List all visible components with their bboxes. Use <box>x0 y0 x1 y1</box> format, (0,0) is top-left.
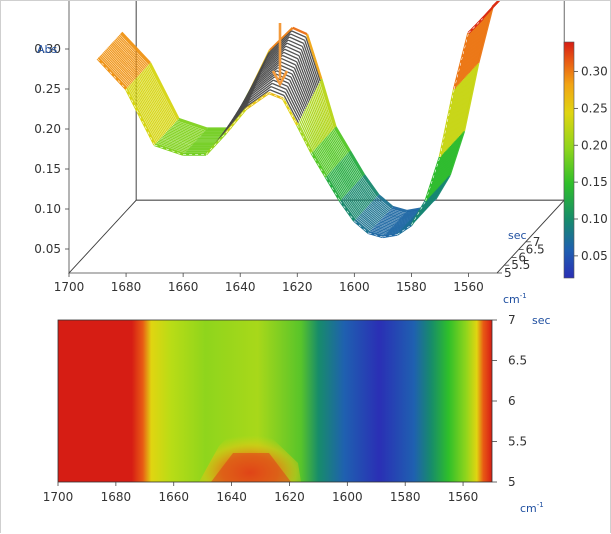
heatmap-wavenumber-tick: 1640 <box>216 490 247 504</box>
box-left-wall <box>68 1 137 275</box>
wavenumber-tick-label: 1640 <box>225 280 256 294</box>
peak-arrow-icon <box>271 23 289 87</box>
wavenumber-tick-label: 1680 <box>111 280 142 294</box>
spectra-traces <box>96 1 501 239</box>
colorbar: 0.05 0.10 0.15 0.20 0.25 0.30 <box>563 41 608 279</box>
abs-tick-label: 0.30 <box>34 42 61 56</box>
heatmap-wavenumber-tick: 1680 <box>101 490 132 504</box>
heatmap-peak-core <box>211 453 291 482</box>
heatmap-wavenumber-tick: 1660 <box>158 490 189 504</box>
colorbar-tick-label: 0.25 <box>581 101 608 115</box>
heatmap-wavenumber-tick: 1600 <box>332 490 363 504</box>
wavenumber-tick-label: 1620 <box>282 280 313 294</box>
heatmap-sec-label: sec <box>532 314 551 327</box>
sec-axis-label: sec <box>508 229 527 242</box>
time-tick-label: 7 <box>533 235 541 249</box>
time-tick-label: 6.5 <box>526 243 545 257</box>
spectrum-trace <box>119 1 500 213</box>
colorbar-tick-label: 0.05 <box>581 249 608 263</box>
wavenumber-axis: 1700 1680 1660 1640 1620 1600 1580 1560 <box>54 273 484 294</box>
abs-tick-label: 0.10 <box>34 202 61 216</box>
heatmap-time-axis: 5 5.5 6 6.5 7 <box>492 313 527 489</box>
cm-axis-label: cm-1 <box>503 292 527 306</box>
abs-axis-label: Abs <box>37 43 58 56</box>
colorbar-tick-label: 0.10 <box>581 212 608 226</box>
box-right-edge <box>496 199 565 274</box>
abs-tick-label: 0.20 <box>34 122 61 136</box>
wavenumber-tick-label: 1660 <box>168 280 199 294</box>
heatmap-time-tick: 7 <box>508 313 516 327</box>
time-tick-label: 5 <box>504 266 512 280</box>
heatmap-cm-label: cm-1 <box>520 501 544 515</box>
box-floor <box>68 199 566 274</box>
wavenumber-tick-label: 1700 <box>54 280 85 294</box>
heatmap-time-tick: 5.5 <box>508 435 527 449</box>
colorbar-tick-label: 0.20 <box>581 138 608 152</box>
abs-tick-label: 0.25 <box>34 82 61 96</box>
abs-tick-label: 0.05 <box>34 242 61 256</box>
spectrum-trace <box>120 1 501 213</box>
wavenumber-tick-label: 1560 <box>453 280 484 294</box>
heatmap-time-tick: 6.5 <box>508 354 527 368</box>
box-back-wall <box>135 1 565 201</box>
time-tick-label: 6 <box>518 250 526 264</box>
time-axis: 55.566.57 <box>497 235 545 280</box>
spectrum-trace <box>96 17 484 239</box>
waterfall-3d-chart: 0.05 0.10 0.15 0.20 0.25 0.30 1700 1680 1660 164… <box>34 1 608 306</box>
colorbar-tick-label: 0.15 <box>581 175 608 189</box>
wavenumber-tick-label: 1580 <box>396 280 427 294</box>
time-tick-label: 5.5 <box>511 258 530 272</box>
heatmap-wavenumber-tick: 1620 <box>274 490 305 504</box>
heatmap-wavenumber-tick: 1560 <box>448 490 479 504</box>
heatmap-time-tick: 6 <box>508 394 516 408</box>
colorbar-ticks: 0.05 0.10 0.15 0.20 0.25 0.30 <box>574 65 608 263</box>
colorbar-gradient <box>563 41 575 279</box>
wavenumber-tick-label: 1600 <box>339 280 370 294</box>
heatmap-wavenumber-tick: 1580 <box>390 490 421 504</box>
heatmap-chart: 1700 1680 1660 1640 1620 1600 1580 1560 5 5.5 6 6.… <box>43 313 551 515</box>
heatmap-wavenumber-tick: 1700 <box>43 490 74 504</box>
heatmap-wavenumber-axis: 1700 1680 1660 1640 1620 1600 1580 1560 <box>43 482 479 504</box>
abs-tick-label: 0.15 <box>34 162 61 176</box>
heatmap-time-tick: 5 <box>508 475 516 489</box>
colorbar-tick-label: 0.30 <box>581 65 608 79</box>
abs-axis: 0.05 0.10 0.15 0.20 0.25 0.30 <box>34 42 69 256</box>
